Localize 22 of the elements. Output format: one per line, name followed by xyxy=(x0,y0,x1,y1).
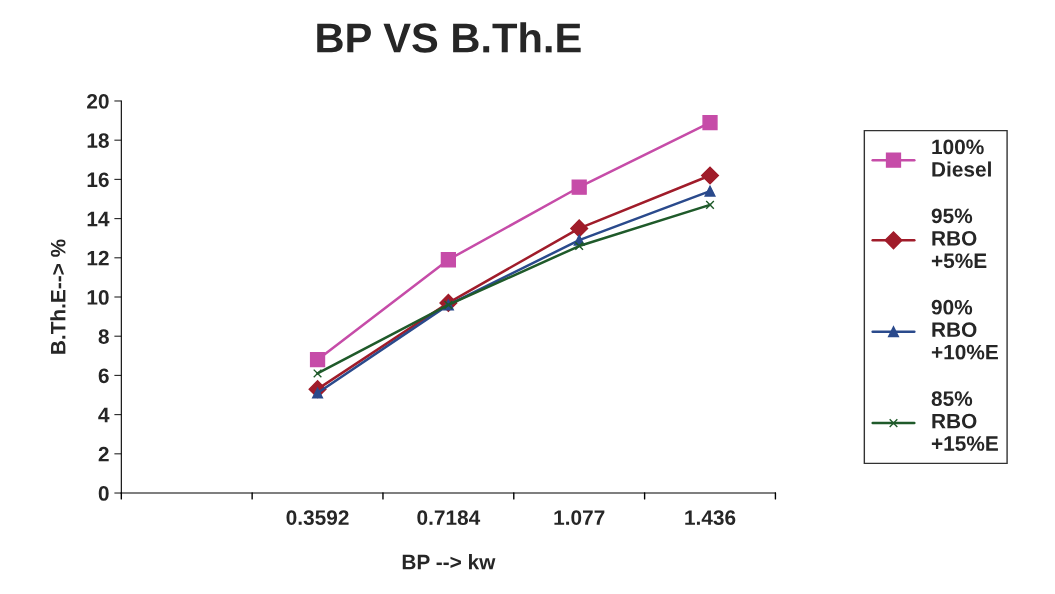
legend-label: 95% RBO +5%E xyxy=(931,208,987,269)
x-tick-label: 1.077 xyxy=(554,510,605,525)
y-tick-label: 14 xyxy=(87,211,110,227)
x-tick-label: 1.436 xyxy=(685,510,736,526)
chart-title: BP VS B.Th.E xyxy=(317,22,581,53)
legend-label: 85% RBO +15%E xyxy=(931,391,998,451)
y-tick-label: 18 xyxy=(87,133,109,148)
y-tick-label: 12 xyxy=(87,250,109,266)
y-tick-label: 4 xyxy=(98,407,110,423)
x-axis-title: BP --> kw xyxy=(402,554,496,570)
y-tick-label: 20 xyxy=(87,93,109,109)
x-tick-label: 0.7184 xyxy=(417,510,481,525)
y-tick-label: 8 xyxy=(98,329,109,344)
legend-label: 100% Diesel xyxy=(932,139,991,177)
y-axis-title: B.Th.E--> % xyxy=(50,239,66,354)
legend-label: 90% RBO +10%E xyxy=(931,299,998,360)
y-tick-label: 2 xyxy=(98,446,109,462)
x-tick-label: 0.3592 xyxy=(286,510,349,526)
y-tick-label: 6 xyxy=(98,368,109,384)
y-tick-label: 0 xyxy=(98,486,109,501)
y-tick-label: 10 xyxy=(87,290,109,305)
y-tick-label: 16 xyxy=(87,172,109,188)
